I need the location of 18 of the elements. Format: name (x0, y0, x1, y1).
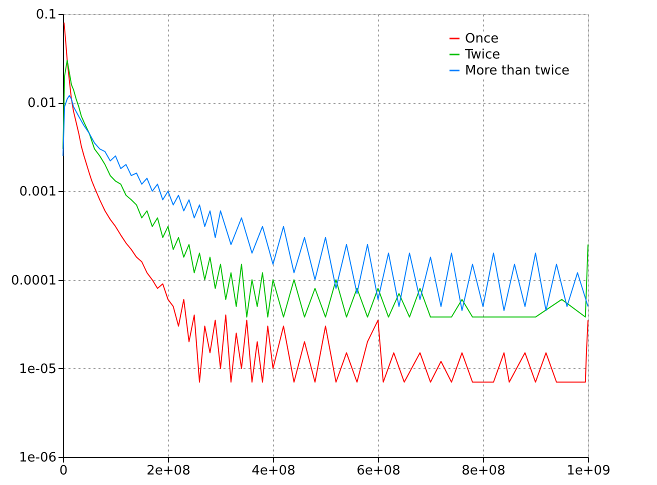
x-tick-label: 8e+08 (462, 464, 506, 478)
legend-label: Once (465, 32, 499, 46)
line-series (62, 60, 588, 318)
x-tick-label: 0 (59, 464, 68, 478)
line-series (64, 22, 588, 383)
x-tick-label: 4e+08 (252, 464, 296, 478)
x-tick-label: 2e+08 (146, 464, 190, 478)
legend-label: Twice (464, 48, 500, 62)
y-tick-label: 0.0001 (11, 273, 56, 288)
x-tick-label: 6e+08 (356, 464, 400, 478)
x-tick-label: 1e+09 (566, 464, 610, 478)
y-tick-label: 1e-05 (18, 362, 56, 377)
y-tick-label: 0.001 (19, 184, 56, 200)
y-tick-label: 1e-06 (18, 450, 56, 466)
y-tick-label: 0.1 (36, 8, 56, 22)
legend-label: More than twice (465, 64, 570, 78)
y-tick-label: 0.01 (28, 96, 56, 112)
line-series (62, 95, 588, 312)
